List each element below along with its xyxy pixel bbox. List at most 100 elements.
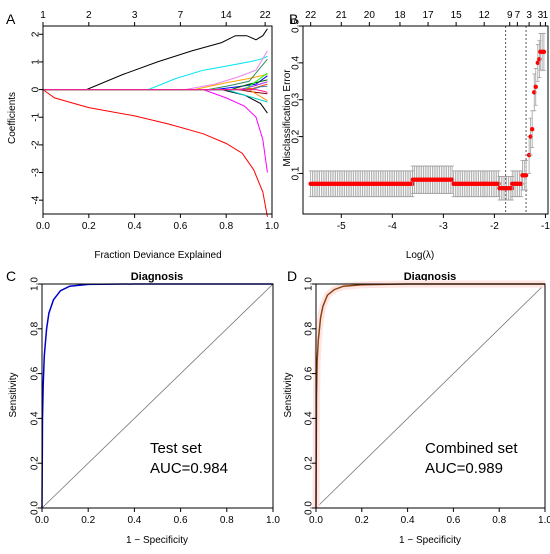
panel-a-top-tick-label: 14 <box>221 10 233 21</box>
panel-b-label: B <box>289 11 298 27</box>
panel-a-x-tick-label: 0.8 <box>219 221 233 232</box>
panel-b-top-tick-label: 1 <box>543 10 549 21</box>
panel-d-diagonal-reference-line <box>315 283 546 509</box>
panel-d-x-tick-label: 0.8 <box>492 515 506 526</box>
panel-c-x-tick-label: 0.2 <box>81 515 95 526</box>
panel-a-y-tick-label: 0 <box>31 86 42 92</box>
panel-a-series-line <box>43 55 268 91</box>
panel-d-auc-annotation: AUC=0.989 <box>425 460 503 477</box>
panel-b-error-point <box>533 84 538 90</box>
panel-b-x-axis-label: Log(λ) <box>406 250 434 261</box>
panel-d-x-tick-label: 0.0 <box>309 515 323 526</box>
panel-b-top-tick-label: 7 <box>515 10 521 21</box>
panel-a-label: A <box>6 11 16 27</box>
panel-d-y-tick-label: 0.0 <box>304 501 315 515</box>
panel-d-y-tick-label: 0.6 <box>304 366 315 380</box>
panel-c-x-tick-label: 0.4 <box>127 515 141 526</box>
panel-d-roc-curve <box>315 283 545 509</box>
panel-a-y-tick-label: -2 <box>31 140 42 149</box>
panel-c-x-tick-label: 0.0 <box>35 515 49 526</box>
panel-b-y-axis-label: Misclassification Error <box>282 69 293 167</box>
panel-a-x-tick-label: 0.4 <box>128 221 142 232</box>
panel-d-x-tick-label: 0.6 <box>446 515 460 526</box>
panel-c-set-annotation: Test set <box>150 440 203 457</box>
panel-b-error-point <box>537 56 542 62</box>
panel-a-series-line <box>43 50 268 91</box>
panel-a-y-tick-label: 1 <box>31 59 42 65</box>
panel-b-top-tick-label: 3 <box>526 10 532 21</box>
panel-b-x-tick-label: -1 <box>541 221 550 232</box>
panel-b-x-tick-label: -2 <box>490 221 499 232</box>
panel-a-x-tick-label: 1.0 <box>265 221 279 232</box>
panel-b-error-point <box>532 90 537 95</box>
panel-d-label: D <box>287 268 297 284</box>
panel-a-top-tick-label: 2 <box>86 10 92 21</box>
panel-b-error-point <box>541 49 547 55</box>
panel-d: D Diagnosis Sensitivity 1 − Specificity … <box>283 268 550 546</box>
panel-a-x-tick-label: 0.2 <box>82 221 96 232</box>
panel-c: C Diagnosis Sensitivity 1 − Specificity … <box>6 268 280 546</box>
panel-b-top-tick-label: 21 <box>336 10 348 21</box>
panel-d-y-axis-label: Sensitivity <box>283 372 294 417</box>
panel-a-y-tick-label: -4 <box>31 195 42 204</box>
panel-c-label: C <box>6 268 16 284</box>
panel-b-x-tick-label: -5 <box>337 221 346 232</box>
panel-d-set-annotation: Combined set <box>425 440 518 457</box>
panel-c-plot-frame <box>41 283 274 509</box>
panel-a-series-line <box>43 89 268 102</box>
panel-c-y-tick-label: 0.6 <box>30 366 41 380</box>
panel-a-y-tick-label: 2 <box>31 31 42 37</box>
panel-b-top-tick-label: 22 <box>305 10 317 21</box>
panel-c-title: Diagnosis <box>131 271 184 283</box>
panel-a-top-tick-label: 22 <box>260 10 272 21</box>
panel-c-x-tick-label: 1.0 <box>266 515 280 526</box>
panel-b-error-point <box>523 173 529 178</box>
panel-b-top-tick-label: 15 <box>451 10 463 21</box>
panel-b-y-tick-label: 0.1 <box>291 166 302 180</box>
panel-c-y-tick-label: 0.8 <box>30 321 41 335</box>
panel-b-y-tick-label: 0.3 <box>291 92 302 106</box>
panel-a-series-line <box>42 89 268 217</box>
panel-d-plot-frame <box>315 283 546 509</box>
panel-b-top-tick-label: 3 <box>538 10 544 21</box>
panel-c-x-tick-label: 0.8 <box>220 515 234 526</box>
panel-b-error-point <box>449 177 455 182</box>
panel-c-diagonal-reference-line <box>41 283 274 509</box>
panel-d-y-tick-label: 0.4 <box>304 411 315 425</box>
panel-b-y-tick-label: 0.5 <box>291 19 302 33</box>
panel-c-y-tick-label: 0.2 <box>30 456 41 470</box>
panel-a-series-line <box>43 28 268 91</box>
panel-a-x-tick-label: 0.6 <box>173 221 187 232</box>
panel-b-top-tick-label: 17 <box>422 10 434 21</box>
panel-c-y-tick-label: 0.4 <box>30 411 41 425</box>
panel-d-x-axis-label: 1 − Specificity <box>399 535 461 546</box>
panel-d-y-tick-label: 0.8 <box>304 321 315 335</box>
panel-b-error-point <box>528 134 533 139</box>
panel-b-x-tick-label: -4 <box>388 221 397 232</box>
panel-a-y-tick-label: -1 <box>31 112 42 121</box>
panel-b-plot-frame <box>302 25 549 215</box>
panel-a-series-line <box>43 89 268 173</box>
panel-d-y-tick-label: 1.0 <box>304 277 315 291</box>
panel-a-series-line <box>43 89 268 103</box>
panel-c-auc-annotation: AUC=0.984 <box>150 460 228 477</box>
panel-a-top-tick-label: 1 <box>40 10 46 21</box>
panel-c-y-tick-label: 1.0 <box>30 277 41 291</box>
panel-a-y-tick-label: -3 <box>31 168 42 177</box>
panel-b: B Misclassification Error Log(λ) -5 -4 -3 -… <box>282 10 550 261</box>
panel-c-x-tick-label: 0.6 <box>174 515 188 526</box>
panel-b-y-tick-label: 0.4 <box>291 55 302 69</box>
panel-b-x-tick-label: -3 <box>439 221 448 232</box>
panel-b-error-point <box>496 181 501 186</box>
panel-a-top-tick-label: 3 <box>132 10 138 21</box>
panel-d-x-tick-label: 0.2 <box>355 515 369 526</box>
panel-a-x-axis-label: Fraction Deviance Explained <box>94 250 221 261</box>
panel-a-x-tick-label: 0.0 <box>36 221 50 232</box>
panel-a-top-tick-label: 7 <box>178 10 184 21</box>
panel-b-top-tick-label: 18 <box>394 10 406 21</box>
panel-b-top-tick-label: 12 <box>479 10 491 21</box>
panel-d-y-tick-label: 0.2 <box>304 456 315 470</box>
panel-d-x-tick-label: 1.0 <box>538 515 550 526</box>
panel-a-y-axis-label: Coefficients <box>7 92 18 144</box>
panel-a-series-line <box>43 58 268 91</box>
